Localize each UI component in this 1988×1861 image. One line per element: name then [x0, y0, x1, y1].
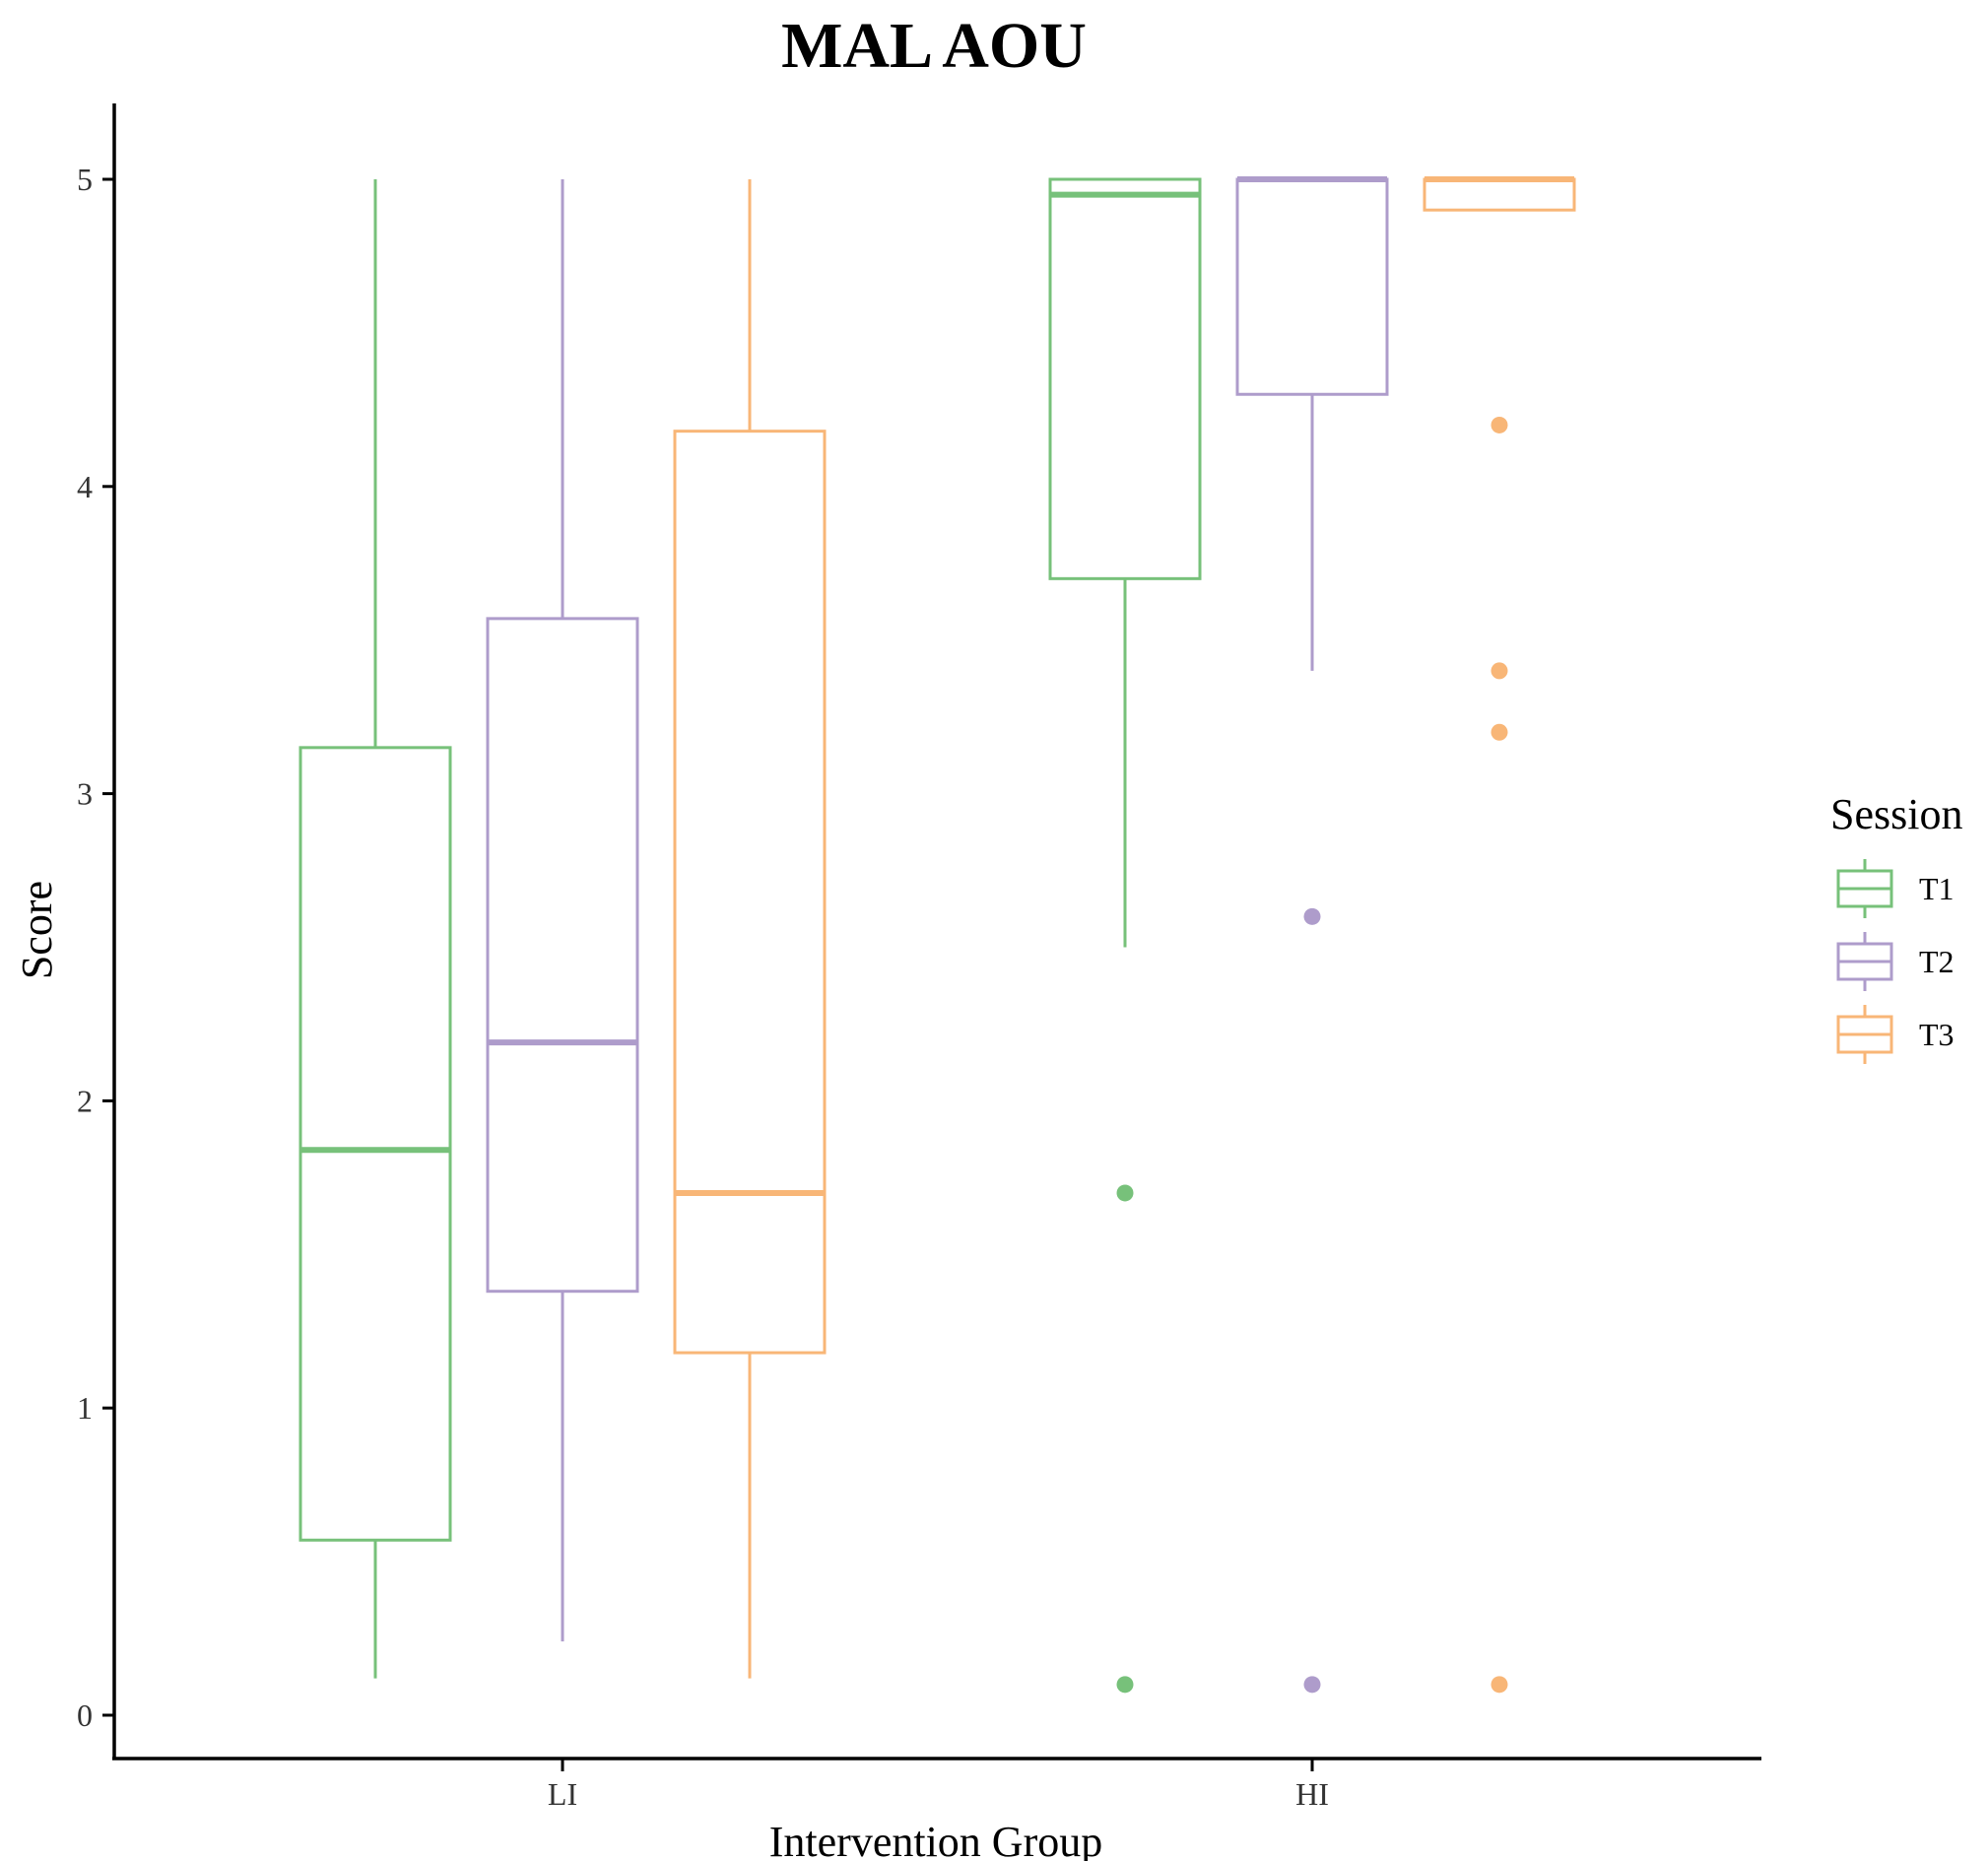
box-T2-HI	[1235, 176, 1389, 1694]
box-T2-LI	[486, 179, 639, 1642]
chart-title: MAL AOU	[781, 10, 1087, 82]
y-axis-ticks: 0 1 2 3 4 5	[77, 162, 114, 1733]
outlier-point	[1491, 416, 1508, 433]
x-axis-title: Intervention Group	[769, 1818, 1102, 1861]
outlier-point	[1116, 1184, 1134, 1202]
legend: Session T1 T2 T3	[1830, 790, 1962, 1064]
box-T3-LI	[673, 179, 827, 1679]
legend-label: T1	[1919, 871, 1955, 906]
box-iqr	[298, 746, 452, 1542]
outlier-point	[1491, 662, 1508, 680]
box-iqr	[486, 617, 639, 1294]
box-T1-HI	[1048, 177, 1202, 1694]
box-iqr	[1423, 177, 1576, 212]
outlier-point	[1116, 1676, 1134, 1694]
legend-item-T1: T1	[1836, 859, 1955, 918]
box-iqr	[1048, 177, 1202, 580]
y-tick-label: 1	[77, 1390, 93, 1426]
legend-label: T3	[1919, 1017, 1955, 1052]
x-tick-label: LI	[548, 1776, 577, 1812]
legend-title: Session	[1830, 790, 1962, 838]
x-axis-ticks: LI HI	[548, 1760, 1329, 1812]
box-iqr	[673, 430, 827, 1355]
legend-item-T3: T3	[1836, 1005, 1955, 1064]
outlier-point	[1491, 723, 1508, 741]
legend-item-T2: T2	[1836, 932, 1955, 991]
y-tick-label: 2	[77, 1083, 93, 1118]
y-tick-label: 5	[77, 162, 93, 197]
y-tick-label: 4	[77, 469, 93, 504]
box-T3-HI	[1423, 176, 1576, 1694]
y-tick-label: 0	[77, 1697, 93, 1733]
y-tick-label: 3	[77, 776, 93, 812]
plot-area	[298, 176, 1576, 1694]
box-T1-LI	[298, 179, 452, 1679]
outlier-point	[1303, 907, 1321, 925]
x-tick-label: HI	[1295, 1776, 1329, 1812]
legend-label: T2	[1919, 944, 1955, 979]
outlier-point	[1303, 1676, 1321, 1694]
outlier-point	[1491, 1676, 1508, 1694]
box-iqr	[1235, 177, 1389, 396]
y-axis-title: Score	[13, 881, 61, 979]
